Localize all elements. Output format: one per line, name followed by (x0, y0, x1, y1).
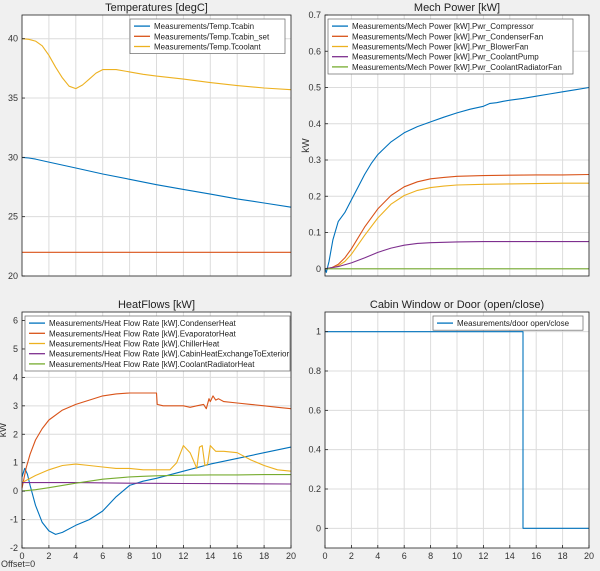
legend-entry: Measurements/Heat Flow Rate [kW].Evapora… (49, 329, 237, 338)
series-line-3 (21, 38, 292, 91)
chart-title: Cabin Window or Door (open/close) (370, 299, 544, 311)
y-tick-label: 0 (316, 523, 321, 533)
y-tick-label: 0.1 (308, 228, 321, 238)
series-line-5 (21, 474, 291, 492)
y-tick-label: -1 (10, 515, 18, 525)
y-tick-label: 0.3 (308, 155, 321, 165)
y-tick-label: 0.4 (308, 445, 321, 455)
y-tick-label: 0 (316, 264, 321, 274)
x-tick-label: 10 (151, 551, 161, 561)
legend-entry: Measurements/Heat Flow Rate [kW].Condens… (49, 319, 237, 328)
legend-entry: Measurements/Mech Power [kW].Pwr_BlowerF… (352, 43, 529, 52)
series-line-2 (21, 392, 292, 489)
x-tick-label: 8 (428, 551, 433, 561)
x-tick-label: 12 (178, 551, 188, 561)
legend: Measurements/Heat Flow Rate [kW].Condens… (24, 315, 291, 372)
x-tick-label: 4 (73, 551, 78, 561)
legend: Measurements/Temp.TcabinMeasurements/Tem… (129, 18, 286, 54)
y-tick-label: 1 (316, 327, 321, 337)
legend: Measurements/Mech Power [kW].Pwr_Compres… (327, 18, 574, 75)
y-tick-label: 6 (13, 316, 18, 326)
x-tick-label: 12 (478, 551, 488, 561)
y-tick-label: 0.7 (308, 10, 321, 20)
x-tick-label: 0 (322, 551, 327, 561)
x-tick-label: 8 (127, 551, 132, 561)
y-tick-label: 25 (8, 212, 18, 222)
y-tick-label: -2 (10, 543, 18, 553)
y-tick-label: 0.4 (308, 119, 321, 129)
y-tick-label: 0.2 (308, 484, 321, 494)
y-tick-label: 35 (8, 93, 18, 103)
axes-frame (324, 14, 590, 277)
y-axis-label: kW (301, 138, 312, 153)
y-tick-label: 0.2 (308, 191, 321, 201)
x-tick-label: 0 (19, 551, 24, 561)
series-line-4 (324, 241, 589, 270)
y-tick-label: 0.8 (308, 366, 321, 376)
legend-entry: Measurements/Mech Power [kW].Pwr_Coolant… (352, 63, 562, 72)
legend: Measurements/door open/close (432, 315, 584, 331)
legend-entry: Measurements/Temp.Tcabin_set (154, 32, 270, 41)
y-tick-label: 30 (8, 152, 18, 162)
x-tick-label: 20 (286, 551, 296, 561)
x-tick-label: 16 (531, 551, 541, 561)
x-tick-label: 18 (259, 551, 269, 561)
y-tick-label: 2 (13, 429, 18, 439)
legend-entry: Measurements/Temp.Tcabin (154, 22, 254, 31)
x-tick-label: 20 (584, 551, 594, 561)
y-tick-label: 0.5 (308, 83, 321, 93)
y-axis-label: kW (0, 422, 9, 437)
y-tick-label: 5 (13, 344, 18, 354)
legend-entry: Measurements/Heat Flow Rate [kW].CabinHe… (49, 350, 289, 359)
x-tick-label: 6 (402, 551, 407, 561)
y-tick-label: 40 (8, 34, 18, 44)
legend-entry: Measurements/door open/close (457, 319, 570, 328)
y-tick-label: 0 (13, 486, 18, 496)
series-line-3 (324, 182, 589, 270)
x-tick-label: 10 (452, 551, 462, 561)
legend-entry: Measurements/Mech Power [kW].Pwr_Compres… (352, 22, 534, 31)
legend-box (327, 18, 574, 75)
chart-1: 20 25 30 35 40 Temperatures [degC] Measurement… (8, 2, 292, 281)
series-line-2 (324, 173, 590, 270)
series-line-4 (22, 482, 292, 485)
chart-title: HeatFlows [kW] (118, 299, 195, 311)
series-line-3 (21, 445, 292, 484)
series-line-1 (21, 156, 292, 208)
x-tick-label: 18 (558, 551, 568, 561)
chart-2: 0 0.1 0.2 0.3 0.4 0.5 0.6 0.7 Mech Power [kW] kW M… (301, 2, 590, 277)
x-tick-label: 6 (100, 551, 105, 561)
series-line-1 (324, 86, 590, 273)
legend-box (129, 18, 286, 54)
chart-title: Mech Power [kW] (414, 2, 500, 14)
chart-title: Temperatures [degC] (105, 2, 208, 14)
x-tick-label: 14 (205, 551, 215, 561)
x-tick-label: 2 (46, 551, 51, 561)
x-tick-label: 4 (375, 551, 380, 561)
legend-box (432, 315, 584, 331)
y-tick-label: 20 (8, 271, 18, 281)
x-tick-label: 2 (349, 551, 354, 561)
legend-entry: Measurements/Mech Power [kW].Pwr_Coolant… (352, 53, 539, 62)
y-tick-label: 0.6 (308, 405, 321, 415)
series-line-1 (325, 331, 589, 529)
x-tick-label: 14 (505, 551, 515, 561)
y-tick-label: 1 (13, 458, 18, 468)
legend-entry: Measurements/Heat Flow Rate [kW].Chiller… (49, 340, 220, 349)
legend-box (24, 315, 291, 372)
y-tick-label: 4 (13, 372, 18, 382)
legend-entry: Measurements/Mech Power [kW].Pwr_Condens… (352, 32, 543, 41)
legend-entry: Measurements/Heat Flow Rate [kW].Coolant… (49, 360, 255, 369)
y-tick-label: 3 (13, 401, 18, 411)
y-tick-label: 0.6 (308, 46, 321, 56)
legend-entry: Measurements/Temp.Tcoolant (154, 43, 261, 52)
axes-frame (21, 14, 292, 277)
x-tick-label: 16 (232, 551, 242, 561)
offset-label: Offset=0 (1, 559, 36, 569)
